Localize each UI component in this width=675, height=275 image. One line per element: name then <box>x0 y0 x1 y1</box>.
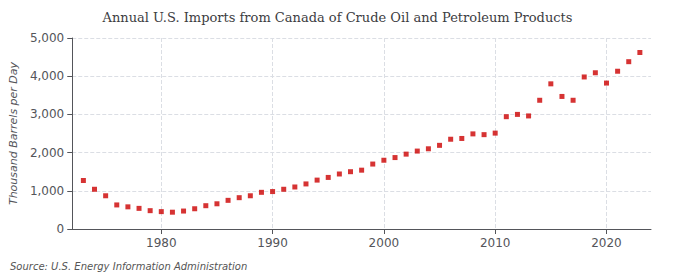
svg-text:1990: 1990 <box>257 236 288 250</box>
svg-text:2010: 2010 <box>480 236 511 250</box>
svg-text:1980: 1980 <box>146 236 177 250</box>
svg-text:Thousand Barrels per Day: Thousand Barrels per Day <box>7 61 20 205</box>
svg-text:0: 0 <box>57 222 65 236</box>
svg-text:2,000: 2,000 <box>30 146 64 160</box>
svg-text:4,000: 4,000 <box>30 69 64 83</box>
svg-text:Annual U.S. Imports from Canad: Annual U.S. Imports from Canada of Crude… <box>102 10 573 25</box>
svg-text:3,000: 3,000 <box>30 107 64 121</box>
svg-text:2020: 2020 <box>591 236 622 250</box>
svg-text:2000: 2000 <box>369 236 400 250</box>
svg-text:1,000: 1,000 <box>30 184 64 198</box>
svg-text:Source: U.S. Energy Informatio: Source: U.S. Energy Information Administ… <box>10 261 247 272</box>
svg-text:5,000: 5,000 <box>30 31 64 45</box>
